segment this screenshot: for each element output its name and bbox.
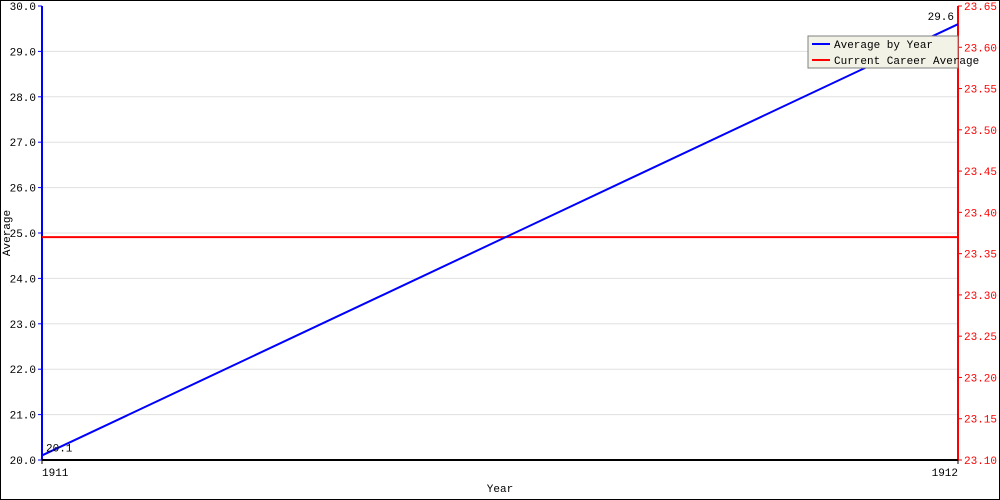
yright-tick-label: 23.60 — [964, 43, 997, 55]
yleft-axis-title: Average — [2, 210, 14, 256]
yleft-tick-label: 20.0 — [10, 456, 36, 468]
yleft-tick-label: 29.0 — [10, 47, 36, 59]
legend-item-career-average-label: Current Career Average — [834, 56, 979, 68]
yright-tick-label: 23.30 — [964, 291, 997, 303]
yright-tick-label: 23.55 — [964, 85, 997, 97]
yright-tick-label: 23.10 — [964, 456, 997, 468]
yleft-tick-label: 23.0 — [10, 320, 36, 332]
yleft-tick-label: 28.0 — [10, 93, 36, 105]
yleft-tick-label: 27.0 — [10, 138, 36, 150]
legend: Average by Year Current Career Average — [808, 36, 979, 68]
yright-tick-label: 23.40 — [964, 208, 997, 220]
x-tick-label: 1911 — [42, 468, 69, 480]
yright-tick-label: 23.45 — [964, 167, 997, 179]
yright-tick-label: 23.20 — [964, 373, 997, 385]
yright-tick-label: 23.65 — [964, 2, 997, 14]
yright-tick-label: 23.50 — [964, 126, 997, 138]
x-axis-title: Year — [487, 484, 513, 496]
yleft-tick-label: 30.0 — [10, 2, 36, 14]
point-label-start: 20.1 — [46, 443, 73, 455]
yleft-tick-label: 26.0 — [10, 184, 36, 196]
yleft-tick-label: 21.0 — [10, 411, 36, 423]
yright-tick-label: 23.35 — [964, 250, 997, 262]
yright-tick-label: 23.25 — [964, 332, 997, 344]
legend-item-average-by-year-label: Average by Year — [834, 40, 933, 52]
point-label-end: 29.6 — [928, 12, 954, 24]
yleft-tick-label: 24.0 — [10, 274, 36, 286]
chart-canvas: 20.021.022.023.024.025.026.027.028.029.0… — [0, 0, 1000, 500]
yleft-tick-label: 22.0 — [10, 365, 36, 377]
yright-tick-label: 23.15 — [964, 415, 997, 427]
x-tick-label: 1912 — [932, 468, 958, 480]
